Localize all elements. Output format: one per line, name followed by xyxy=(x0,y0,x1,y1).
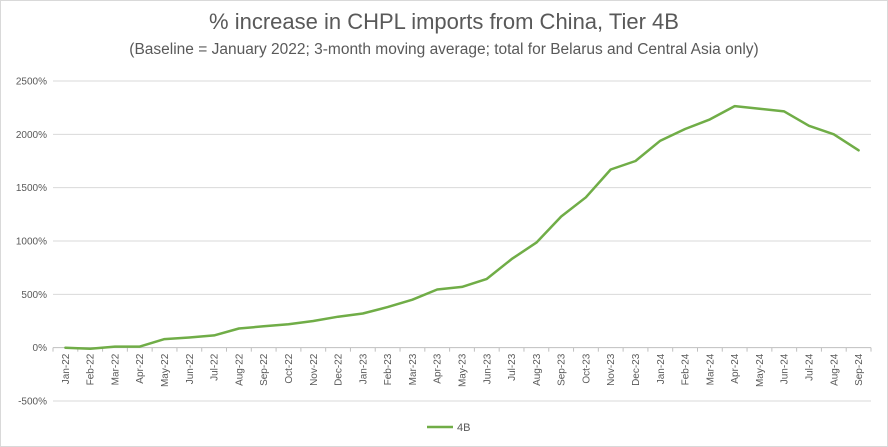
y-tick-label: 1500% xyxy=(16,183,47,194)
data-point xyxy=(659,139,662,142)
y-tick-label: 2000% xyxy=(16,130,47,141)
x-tick-label: Apr-24 xyxy=(730,353,741,383)
chart-subtitle: (Baseline = January 2022; 3-month moving… xyxy=(129,41,759,58)
x-tick-label: May-23 xyxy=(458,353,469,387)
data-point xyxy=(485,278,488,280)
x-tick-label: Jan-24 xyxy=(656,353,667,384)
data-point xyxy=(411,298,414,301)
chart-title: % increase in CHPL imports from China, T… xyxy=(209,9,679,34)
x-tick-label: May-22 xyxy=(160,353,171,387)
x-tick-label: Dec-23 xyxy=(631,353,642,386)
x-tick-label: Aug-23 xyxy=(532,353,543,386)
x-tick-label: Jul-22 xyxy=(210,353,221,381)
x-tick-label: Jul-24 xyxy=(805,353,816,381)
y-tick-label: 1000% xyxy=(16,237,47,248)
data-point xyxy=(436,288,439,291)
data-point xyxy=(560,215,562,218)
series-line-4B xyxy=(64,104,860,350)
data-point xyxy=(114,345,116,348)
x-tick-label: Sep-23 xyxy=(557,353,568,386)
x-tick-label: Nov-23 xyxy=(606,353,617,386)
data-point xyxy=(634,160,637,162)
x-tick-label: Sep-22 xyxy=(259,353,270,386)
x-tick-label: Aug-22 xyxy=(234,353,245,386)
x-tick-label: Jun-24 xyxy=(780,353,791,384)
x-tick-label: Jul-23 xyxy=(507,353,518,381)
x-tick-label: Aug-24 xyxy=(829,353,840,386)
data-point xyxy=(188,336,191,339)
x-tick-label: Jun-22 xyxy=(185,353,196,384)
data-point xyxy=(709,118,711,121)
legend-label: 4B xyxy=(457,422,470,434)
data-point xyxy=(510,258,513,260)
data-point xyxy=(312,320,315,322)
x-tick-label: Jan-22 xyxy=(61,353,72,384)
data-point xyxy=(163,338,166,340)
data-point xyxy=(213,334,215,337)
x-tick-label: Dec-22 xyxy=(334,353,345,386)
data-point xyxy=(733,105,736,107)
x-tick-label: Feb-22 xyxy=(86,353,97,385)
data-point xyxy=(684,128,686,130)
data-point xyxy=(808,125,810,127)
data-point xyxy=(783,110,786,113)
data-point xyxy=(262,325,265,328)
data-point xyxy=(609,168,612,171)
data-point xyxy=(337,315,339,318)
data-point xyxy=(287,323,290,326)
y-tick-label: -500% xyxy=(18,397,47,408)
x-tick-label: Oct-22 xyxy=(284,353,295,383)
data-point xyxy=(386,306,389,308)
data-point xyxy=(238,327,240,330)
x-tick-label: Mar-23 xyxy=(408,353,419,385)
data-point xyxy=(535,241,538,244)
data-point xyxy=(758,107,761,110)
data-point xyxy=(64,346,67,349)
data-point xyxy=(585,196,587,199)
x-tick-label: Nov-22 xyxy=(309,353,320,386)
data-point xyxy=(857,149,860,152)
x-tick-label: Mar-22 xyxy=(110,353,121,385)
y-tick-label: 0% xyxy=(33,343,48,354)
x-tick-label: Jun-23 xyxy=(482,353,493,384)
x-tick-label: Apr-23 xyxy=(433,353,444,383)
x-tick-label: Feb-23 xyxy=(383,353,394,385)
data-point xyxy=(138,345,141,348)
x-tick-label: Sep-24 xyxy=(854,353,865,386)
y-tick-label: 500% xyxy=(21,290,47,301)
data-point xyxy=(833,133,835,136)
x-tick-label: Mar-24 xyxy=(705,353,716,385)
data-point xyxy=(89,347,91,350)
x-tick-label: Feb-24 xyxy=(681,353,692,385)
data-point xyxy=(461,286,463,288)
x-tick-label: May-24 xyxy=(755,353,766,387)
data-point xyxy=(362,312,364,315)
y-tick-label: 2500% xyxy=(16,77,47,88)
x-tick-label: Oct-23 xyxy=(581,353,592,383)
x-tick-label: Jan-23 xyxy=(358,353,369,384)
x-tick-label: Apr-22 xyxy=(135,353,146,383)
